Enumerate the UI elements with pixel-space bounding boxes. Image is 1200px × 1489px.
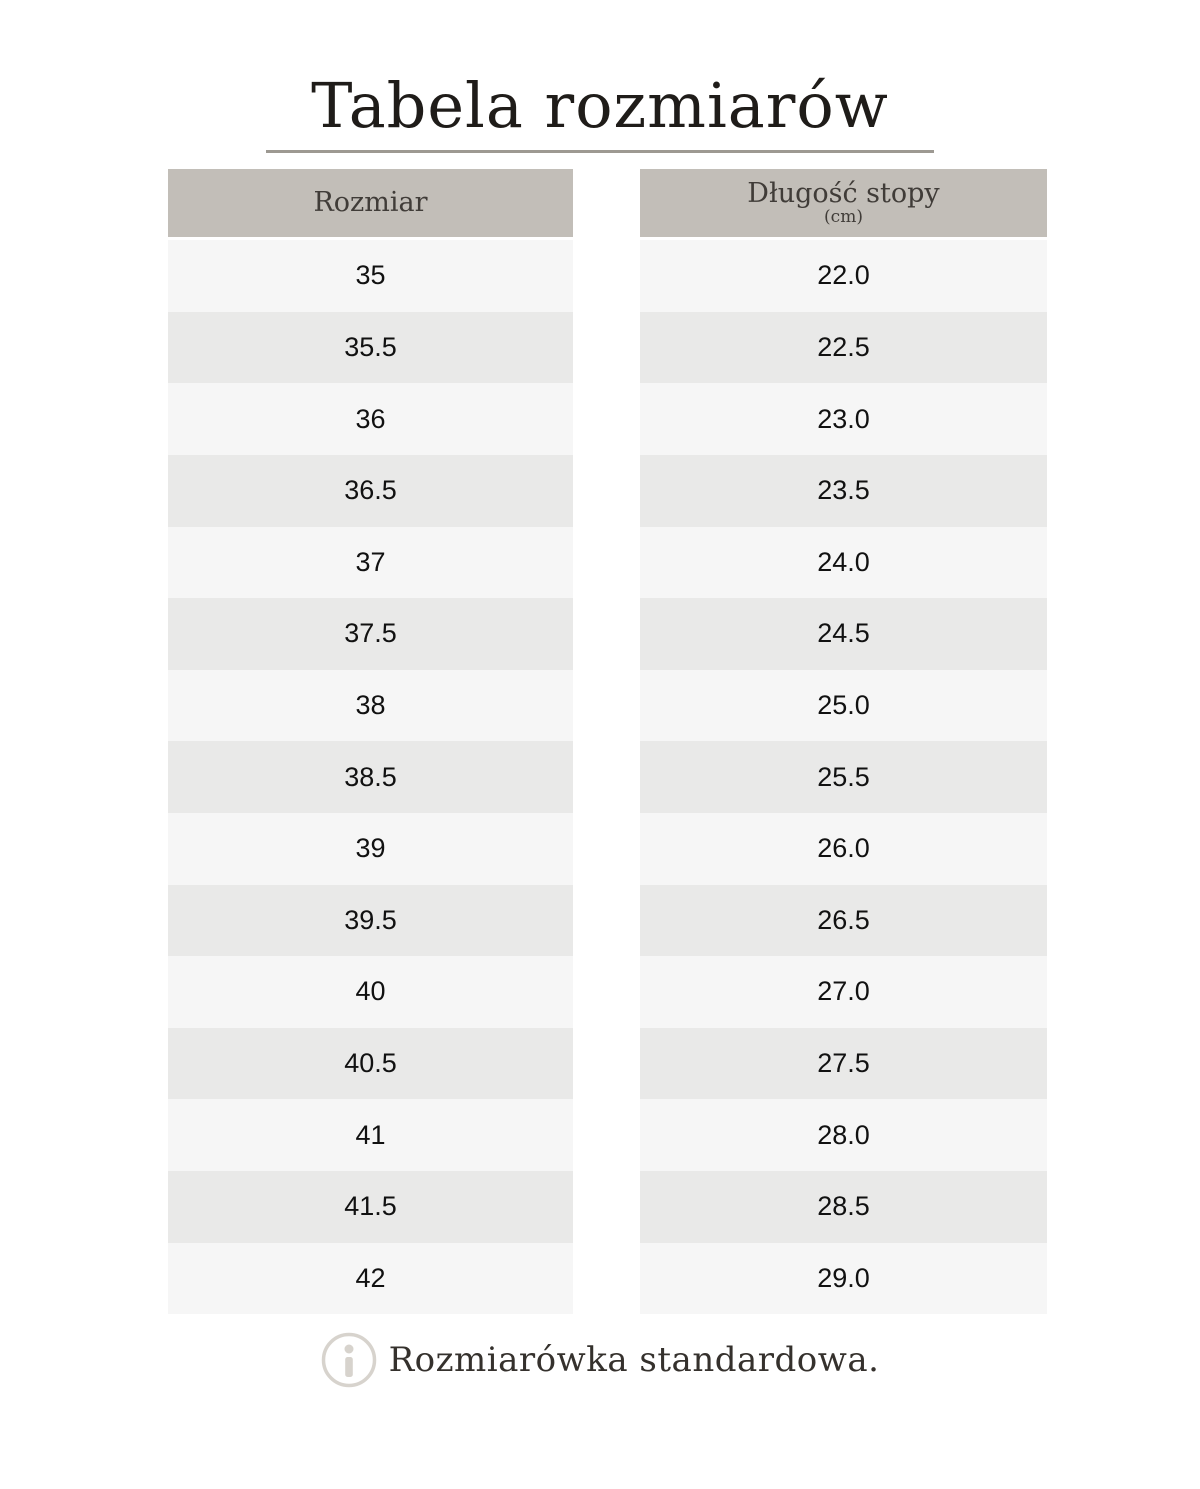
table-cell-size: 37 — [168, 526, 573, 599]
note-text: Rozmiarówka standardowa. — [388, 1340, 880, 1381]
table-cell-size: 37.5 — [168, 598, 573, 670]
column-header-length-label: Długość stopy — [747, 177, 940, 209]
table-cell-length: 26.5 — [640, 884, 1047, 957]
table-cell-size: 40 — [168, 956, 573, 1028]
table-cell-length: 23.5 — [640, 454, 1047, 527]
table-cell-size: 35.5 — [168, 311, 573, 384]
table-cell-length: 27.0 — [640, 956, 1047, 1028]
table-cell-length: 22.5 — [640, 311, 1047, 384]
table-cell-length: 25.0 — [640, 669, 1047, 742]
title-underline — [266, 150, 934, 154]
table-cell-length: 24.5 — [640, 598, 1047, 670]
table-cell-size: 41.5 — [168, 1170, 573, 1243]
column-header-size-label: Rozmiar — [313, 187, 428, 219]
page-title: Tabela rozmiarów — [311, 69, 889, 142]
table-cell-length: 28.0 — [640, 1099, 1047, 1171]
table-cell-size: 35 — [168, 240, 573, 312]
table-cell-length: 25.5 — [640, 741, 1047, 813]
table-cell-length: 23.0 — [640, 383, 1047, 455]
table-cell-size: 40.5 — [168, 1027, 573, 1100]
table-cell-size: 38.5 — [168, 741, 573, 813]
info-icon — [321, 1332, 376, 1388]
table-cell-size: 41 — [168, 1099, 573, 1171]
table-cell-size: 38 — [168, 669, 573, 742]
table-cell-size: 39.5 — [168, 884, 573, 957]
length-column-body: 22.0 22.5 23.0 23.5 24.0 24.5 25.0 25.5 … — [640, 240, 1047, 1315]
table-cell-length: 28.5 — [640, 1170, 1047, 1243]
size-table: Rozmiar 35 35.5 36 36.5 37 37.5 38 38.5 … — [168, 169, 1200, 1315]
table-cell-size: 36 — [168, 383, 573, 455]
table-cell-length: 29.0 — [640, 1242, 1047, 1315]
column-header-length-unit: (cm) — [824, 206, 863, 227]
table-cell-length: 24.0 — [640, 526, 1047, 599]
size-column-body: 35 35.5 36 36.5 37 37.5 38 38.5 39 39.5 … — [168, 240, 573, 1315]
table-cell-size: 39 — [168, 812, 573, 885]
table-cell-size: 42 — [168, 1242, 573, 1315]
table-cell-length: 26.0 — [640, 812, 1047, 885]
table-cell-length: 27.5 — [640, 1027, 1047, 1100]
size-column: Rozmiar 35 35.5 36 36.5 37 37.5 38 38.5 … — [168, 169, 573, 1315]
table-cell-size: 36.5 — [168, 454, 573, 527]
table-cell-length: 22.0 — [640, 240, 1047, 312]
column-header-size: Rozmiar — [168, 169, 573, 238]
length-column: Długość stopy (cm) 22.0 22.5 23.0 23.5 2… — [640, 169, 1047, 1315]
standard-sizing-note: Rozmiarówka standardowa. — [0, 1332, 1200, 1388]
column-header-length: Długość stopy (cm) — [640, 169, 1047, 238]
